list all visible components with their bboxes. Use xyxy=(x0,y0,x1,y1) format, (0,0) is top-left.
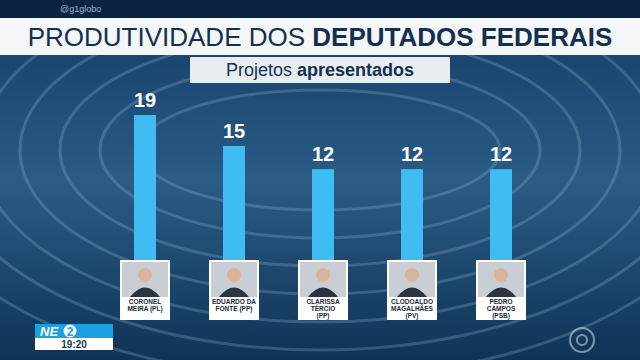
background xyxy=(0,0,640,360)
card xyxy=(387,260,437,320)
logo-circle xyxy=(64,325,77,338)
chamber-row xyxy=(60,34,580,266)
chart-root: @g1globo PRODUTIVIDADE DOS DEPUTADOS FEDE… xyxy=(0,0,640,360)
photo-body xyxy=(308,288,338,298)
title-word: DOS xyxy=(242,22,306,52)
photo-head xyxy=(227,268,241,282)
category-line: (PP) xyxy=(317,312,330,320)
title-band xyxy=(0,18,640,55)
photo xyxy=(478,262,524,297)
subtitle-word: apresentados xyxy=(292,60,414,80)
photo-body xyxy=(486,288,516,298)
category-line: CORONEL xyxy=(129,298,162,305)
card xyxy=(298,260,348,320)
watermark: @g1globo xyxy=(60,4,101,14)
category-line: TÉRCIO xyxy=(311,304,336,312)
photo xyxy=(211,262,257,297)
category-line: MEIRA (PL) xyxy=(127,305,162,313)
title: PRODUTIVIDADE DOS DEPUTADOS FEDERAIS xyxy=(28,22,613,52)
logo-bottom xyxy=(35,338,113,350)
data-label: 12 xyxy=(312,143,334,165)
bar xyxy=(490,169,512,262)
chamber-row xyxy=(20,6,620,294)
category-line: PEDRO xyxy=(489,298,512,305)
category-line: CLODOALDO xyxy=(391,298,433,305)
title-word: FEDERAIS xyxy=(474,22,613,52)
category-label: CLODOALDOMAGALHÃES(PV) xyxy=(391,298,434,320)
logo-top xyxy=(35,324,113,338)
photo xyxy=(300,262,346,297)
card xyxy=(476,260,526,320)
bar xyxy=(401,169,423,262)
chamber-row xyxy=(0,0,640,360)
category-line: EDUARDO DA xyxy=(212,298,256,305)
chart-svg: @g1globo PRODUTIVIDADE DOS DEPUTADOS FEDE… xyxy=(0,0,640,360)
cards: CORONELMEIRA (PL) EDUARDO DAFONTE (PP) CLA… xyxy=(120,260,526,320)
photo xyxy=(122,262,168,297)
chamber-row xyxy=(0,0,640,350)
data-label: 19 xyxy=(134,89,156,111)
category-label: PEDROCAMPOS(PSB) xyxy=(487,298,516,320)
data-label: 12 xyxy=(401,143,423,165)
subtitle: Projetos apresentados xyxy=(226,60,414,80)
photo-body xyxy=(219,288,249,298)
photo-head xyxy=(405,268,419,282)
clock: 19:20 xyxy=(61,339,87,350)
photo-body xyxy=(397,288,427,298)
photo-body xyxy=(130,288,160,298)
bars xyxy=(134,115,512,262)
data-label: 15 xyxy=(223,120,245,142)
photo xyxy=(389,262,435,297)
bar xyxy=(223,146,245,262)
broadcaster-mark xyxy=(570,328,594,352)
value-labels: 19 15 12 12 12 xyxy=(134,89,512,165)
category-line: MAGALHÃES xyxy=(391,304,434,312)
bar xyxy=(134,115,156,262)
photo-head xyxy=(138,268,152,282)
broadcaster-mark-inner xyxy=(577,335,587,345)
chamber-row xyxy=(0,0,640,322)
card xyxy=(209,260,259,320)
card xyxy=(120,260,170,320)
category-line: FONTE (PP) xyxy=(216,305,253,313)
photo-head xyxy=(316,268,330,282)
category-line: CLARISSA xyxy=(306,298,340,305)
category-line: CAMPOS xyxy=(487,305,516,312)
title-word: DEPUTADOS xyxy=(305,22,474,52)
logo-text: NE xyxy=(40,324,58,339)
category-label: CLARISSATÉRCIO(PP) xyxy=(306,298,340,320)
photo-head xyxy=(494,268,508,282)
category-line: (PV) xyxy=(406,312,419,320)
title-word: PRODUTIVIDADE xyxy=(28,22,242,52)
category-line: (PSB) xyxy=(492,312,510,320)
chamber-decoration xyxy=(0,0,640,360)
data-label: 12 xyxy=(490,143,512,165)
category-label: EDUARDO DAFONTE (PP) xyxy=(212,298,256,313)
channel-logo: NE 219:20 xyxy=(35,324,113,350)
logo-number: 2 xyxy=(67,325,74,339)
bar xyxy=(312,169,334,262)
subtitle-word: Projetos xyxy=(226,60,292,80)
subtitle-band xyxy=(190,57,450,83)
top-strip xyxy=(0,0,640,18)
category-label: CORONELMEIRA (PL) xyxy=(127,298,162,313)
